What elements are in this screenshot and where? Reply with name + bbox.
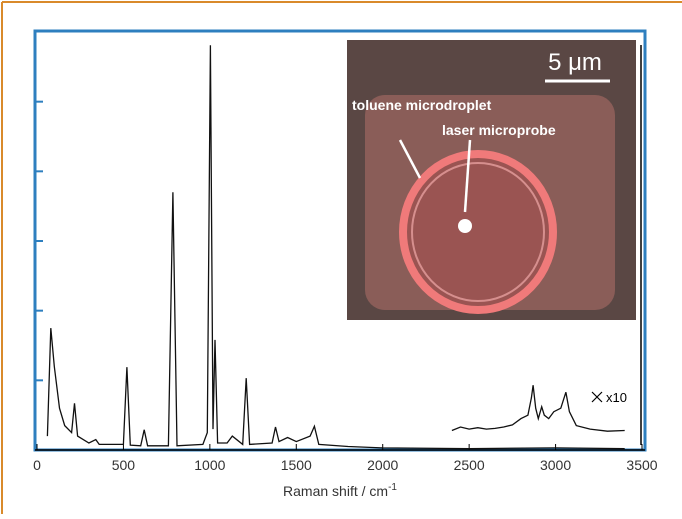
x-tick-label: 500 xyxy=(112,457,136,473)
x-axis-label-main: Raman shift / cm xyxy=(283,483,388,499)
x-tick-label: 0 xyxy=(33,457,41,473)
x-axis-label-sup: -1 xyxy=(388,482,397,493)
cross-symbol xyxy=(591,391,603,403)
spectrum-line xyxy=(46,45,625,450)
x-tick-label: 2000 xyxy=(367,457,398,473)
x-tick-label: 1500 xyxy=(281,457,312,473)
inset-image: 5 μm toluene microdroplet laser micropro… xyxy=(347,40,636,320)
laser-spot xyxy=(458,219,472,233)
x-tick-label: 3500 xyxy=(626,457,657,473)
magnification-label: x10 xyxy=(606,390,627,405)
arrow-probe xyxy=(463,139,472,213)
scale-label: 5 μm xyxy=(548,49,602,76)
x-tick-label: 3000 xyxy=(540,457,571,473)
droplet-inner xyxy=(411,162,545,302)
droplet xyxy=(399,150,557,314)
probe-label: laser microprobe xyxy=(442,122,556,138)
x-tick-label: 2500 xyxy=(454,457,485,473)
x-axis-label: Raman shift / cm-1 xyxy=(283,482,397,499)
x-tick-label: 1000 xyxy=(194,457,225,473)
spectrum-line xyxy=(451,385,625,432)
droplet-label: toluene microdroplet xyxy=(352,97,492,113)
arrow-droplet xyxy=(398,139,422,179)
